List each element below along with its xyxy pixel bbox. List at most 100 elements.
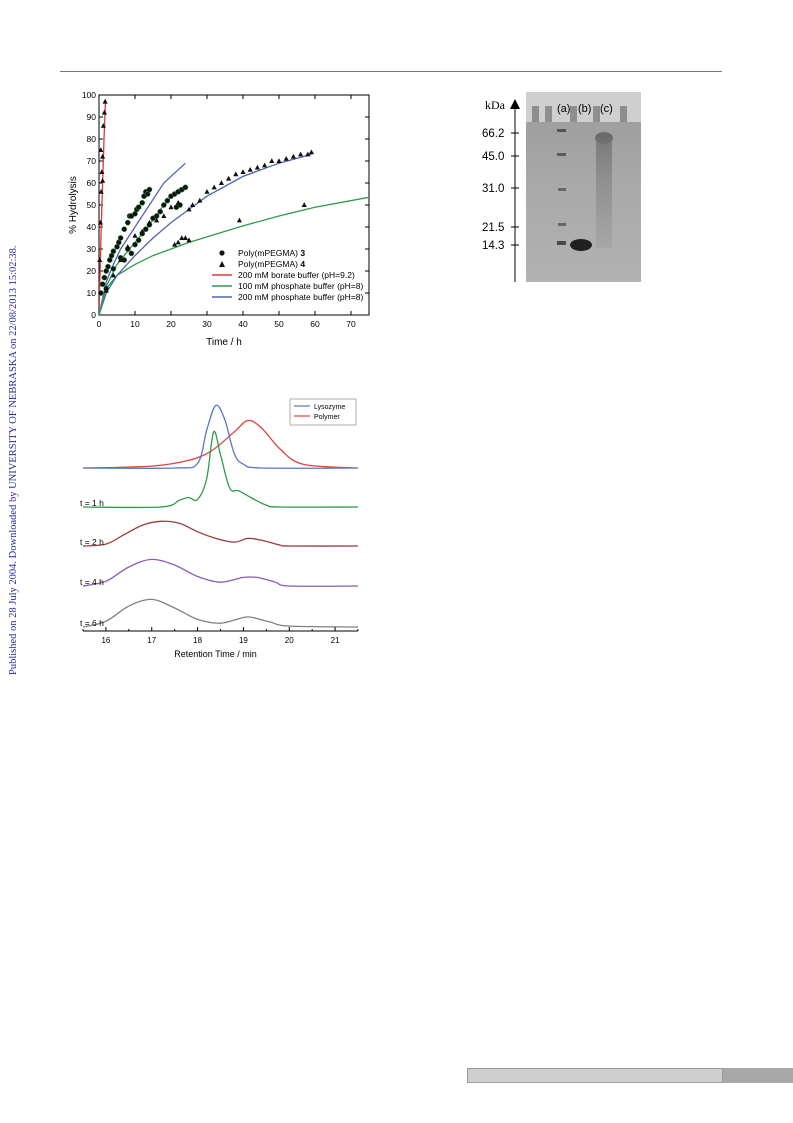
- lane-a-band: [558, 188, 566, 191]
- lane-a-band: [558, 223, 566, 226]
- x-tick-label: 17: [147, 636, 156, 645]
- y-tick-label: 80: [87, 134, 97, 144]
- fit-curve: [99, 153, 312, 315]
- data-point-circle: [110, 265, 117, 272]
- data-point-circle: [135, 204, 142, 211]
- y-tick-label: 100: [82, 90, 96, 100]
- x-tick-label: 18: [193, 636, 202, 645]
- data-point-circle: [117, 235, 124, 241]
- y-tick-label: 70: [87, 156, 97, 166]
- data-point-triangle: [290, 153, 296, 159]
- fit-curve: [99, 101, 107, 315]
- y-tick-label: 10: [87, 288, 97, 298]
- y-tick-label: 40: [87, 222, 97, 232]
- data-point-triangle: [182, 235, 188, 240]
- fit-curve: [99, 162, 186, 315]
- gel-lane-label: (c): [600, 103, 613, 115]
- data-point-triangle: [101, 109, 107, 115]
- data-point-triangle: [146, 219, 152, 225]
- gel-well: [532, 106, 539, 122]
- y-tick-label: 20: [87, 266, 97, 276]
- x-tick-label: 20: [166, 319, 176, 329]
- retention-chart: t = 1 h t = 2 h t = 4 h t = 6 h 16 17 18 19 20 21…: [80, 398, 359, 659]
- legend-label: 200 mM borate buffer (pH=9.2): [238, 270, 355, 280]
- data-point-triangle: [100, 123, 106, 128]
- legend-label: Poly(mPEGMA) 3: [238, 248, 305, 258]
- data-point-circle: [146, 186, 153, 193]
- data-point-triangle: [110, 272, 116, 278]
- trace-t6: [82, 598, 359, 628]
- x-tick-label: 19: [239, 636, 248, 645]
- gel-well: [593, 106, 600, 122]
- lane-a-band: [557, 153, 566, 156]
- data-point-triangle: [100, 178, 106, 183]
- y-tick-label: 30: [87, 244, 97, 254]
- data-point-triangle: [172, 241, 178, 247]
- x-axis-label: Time / h: [206, 337, 242, 348]
- data-point-circle: [121, 226, 128, 233]
- data-point-triangle: [99, 169, 105, 174]
- lane-a-band: [557, 241, 566, 245]
- data-point-triangle: [204, 189, 210, 194]
- data-point-circle: [101, 274, 108, 281]
- data-point-triangle: [190, 202, 196, 207]
- trace-t1: [82, 430, 359, 509]
- trace-label: t = 6 h: [80, 618, 104, 628]
- data-point-triangle: [218, 180, 224, 185]
- data-point-circle: [105, 263, 111, 270]
- x-tick-label: 70: [346, 319, 356, 329]
- data-point-triangle: [168, 204, 174, 210]
- y-axis-label: % Hydrolysis: [68, 176, 79, 234]
- publication-note: Published on 28 July 2004. Downloaded by…: [8, 245, 19, 675]
- trace-label: t = 4 h: [80, 577, 104, 587]
- y-tick-label: 0: [91, 310, 96, 320]
- gel-marker-label: 31.0: [482, 183, 504, 195]
- data-point-triangle: [179, 235, 185, 240]
- data-point-circle: [110, 248, 117, 255]
- data-point-triangle: [283, 156, 289, 161]
- data-point-triangle: [118, 257, 124, 262]
- x-tick-label: 40: [238, 319, 248, 329]
- data-point-triangle: [305, 151, 311, 157]
- trace-polymer: [82, 419, 359, 469]
- gel-marker-label: 45.0: [482, 151, 504, 163]
- data-point-triangle: [301, 202, 307, 207]
- trace-t4: [82, 558, 359, 587]
- data-point-triangle: [132, 233, 138, 238]
- legend-symbol-triangle: [219, 261, 225, 267]
- data-point-triangle: [236, 217, 242, 223]
- legend-label: Poly(mPEGMA) 4: [238, 259, 305, 269]
- data-point-triangle: [186, 206, 192, 212]
- x-tick-label: 20: [285, 636, 294, 645]
- data-point-triangle: [308, 149, 314, 155]
- x-axis-label: Retention Time / min: [174, 649, 257, 659]
- data-point-circle: [142, 226, 149, 233]
- data-point-circle: [132, 241, 138, 248]
- trace-t2: [82, 520, 359, 547]
- data-point-circle: [135, 237, 142, 244]
- data-point-triangle: [175, 239, 181, 245]
- lane-b-band: [570, 239, 592, 251]
- y-tick-label: 90: [87, 112, 97, 122]
- x-tick-label: 10: [130, 319, 140, 329]
- x-tick-label: 30: [202, 319, 212, 329]
- data-point-triangle: [226, 175, 232, 181]
- data-point-circle: [164, 197, 171, 204]
- x-tick-label: 16: [101, 636, 110, 645]
- gel-marker-label: 21.5: [482, 222, 504, 234]
- data-point-triangle: [98, 189, 104, 194]
- data-point-triangle: [211, 184, 217, 190]
- data-point-triangle: [276, 158, 282, 163]
- y-tick-label: 50: [87, 200, 97, 210]
- data-point-triangle: [125, 244, 131, 249]
- data-point-triangle: [262, 162, 268, 168]
- data-point-circle: [128, 250, 135, 257]
- lane-a-band: [557, 129, 566, 132]
- x-tick-label: 21: [331, 636, 340, 645]
- data-point-triangle: [247, 167, 253, 172]
- gel-unit-label: kDa: [485, 98, 506, 112]
- sds-page-gel: kDa (a) (b) (c) 66.2 45.0 31.0 21.5 14.3: [482, 92, 641, 282]
- data-point-triangle: [233, 171, 239, 177]
- data-point-triangle: [97, 219, 104, 225]
- lane-c-smear: [596, 138, 612, 248]
